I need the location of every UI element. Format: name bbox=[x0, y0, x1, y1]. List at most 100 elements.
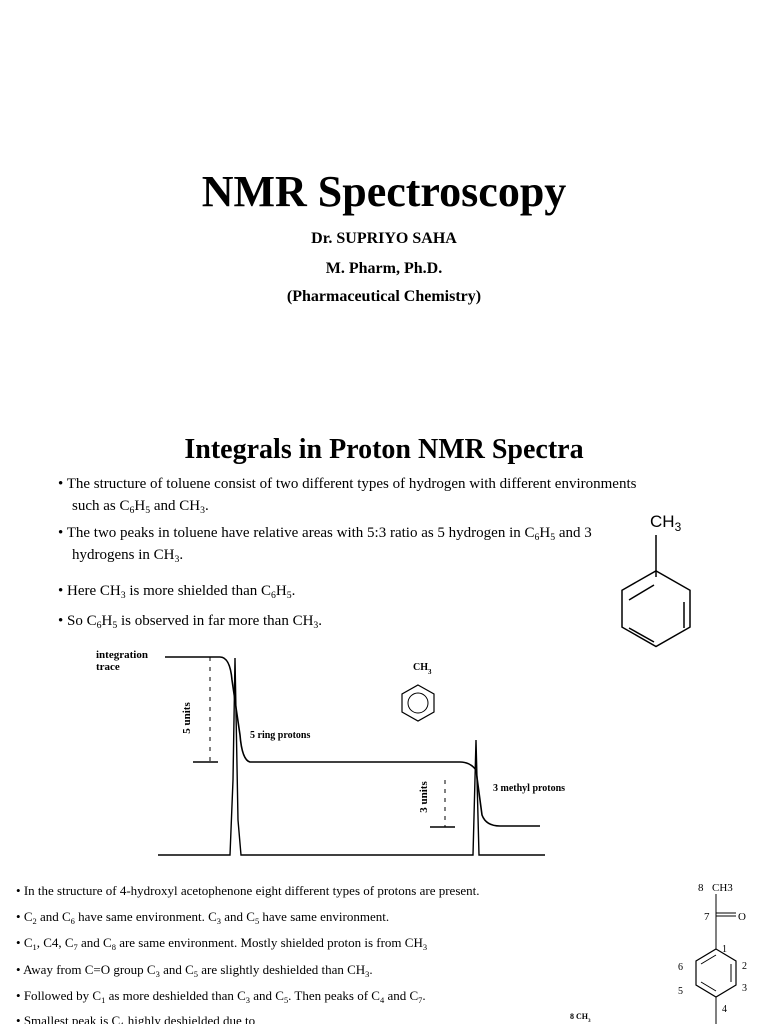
subscript: 3 bbox=[313, 620, 319, 631]
subscript: 6 bbox=[129, 505, 135, 516]
group-label: O bbox=[738, 911, 746, 923]
text-run: have same environment. C bbox=[74, 909, 217, 924]
bullet: • In the structure of 4-hydroxyl acetoph… bbox=[16, 883, 480, 898]
bullet: • Followed by C1 as more deshielded than… bbox=[16, 988, 426, 1005]
subscript: 2 bbox=[32, 916, 37, 926]
trace-label: trace bbox=[96, 661, 120, 673]
units-label: 3 units bbox=[418, 781, 430, 813]
text-run: CH bbox=[413, 662, 428, 673]
atom-number: 3 bbox=[742, 983, 747, 994]
subscript: 3 bbox=[245, 995, 250, 1005]
text-run: is observed in far more than CH bbox=[117, 613, 314, 629]
subscript: 3 bbox=[588, 1018, 591, 1024]
subscript: 5 bbox=[286, 590, 292, 601]
subscript: 6 bbox=[70, 916, 75, 926]
subscript: 3 bbox=[155, 969, 160, 979]
text-run: CH bbox=[650, 512, 675, 531]
author-line: Dr. SUPRIYO SAHA bbox=[311, 230, 457, 247]
text-run: and CH bbox=[150, 498, 201, 514]
text-run: and C bbox=[77, 935, 112, 950]
text-run: H bbox=[275, 583, 287, 599]
text-run: . bbox=[179, 547, 184, 563]
atom-number: 8 bbox=[698, 882, 704, 894]
atom-number: 5 bbox=[678, 986, 683, 997]
subscript: 5 bbox=[283, 995, 289, 1005]
text-run: as more deshielded than C bbox=[105, 988, 246, 1003]
text-run: and 3 hydrogens in CH bbox=[72, 525, 592, 563]
text-run: and C bbox=[159, 962, 194, 977]
text-run: have same environment. bbox=[259, 909, 390, 924]
subscript: 3 bbox=[365, 969, 370, 979]
subscript: 3 bbox=[422, 942, 428, 952]
bullet: • The two peaks in toluene have relative… bbox=[58, 525, 592, 565]
subscript: 3 bbox=[675, 520, 682, 534]
subscript: 4 bbox=[379, 995, 385, 1005]
text-run: The two peaks in toluene have relative a… bbox=[66, 525, 535, 541]
subscript: 6 bbox=[96, 620, 102, 631]
text-run: Away from C=O group C bbox=[23, 962, 156, 977]
subscript: 7 bbox=[73, 942, 78, 952]
partial-label: 8 CH3 bbox=[570, 1012, 591, 1024]
text-run: . bbox=[422, 988, 426, 1003]
nmr-spectrum-figure: integration trace 5 units 5 ring protons … bbox=[96, 649, 565, 856]
text-run: . bbox=[291, 583, 296, 599]
text-run: highly deshielded due to bbox=[124, 1013, 256, 1024]
text-run: and C bbox=[384, 988, 419, 1003]
acetophenone-structure: 8 CH3 7 O 1 2 3 4 5 6 bbox=[678, 882, 747, 1024]
author-line: M. Pharm, Ph.D. bbox=[325, 260, 443, 277]
subscript: 8 bbox=[111, 942, 116, 952]
toluene-structure: CH3 bbox=[621, 512, 691, 648]
bullet: • Here CH3 is more shielded than C6H5. bbox=[58, 583, 296, 601]
text-run: Smallest peak is C bbox=[23, 1013, 121, 1024]
text-run: and C bbox=[36, 909, 71, 924]
subscript: 3 bbox=[200, 505, 205, 516]
text-run: . Then peaks of C bbox=[288, 988, 380, 1003]
text-run: . bbox=[369, 962, 373, 977]
trace-label: integration bbox=[96, 649, 148, 661]
subscript: 1 bbox=[120, 1020, 124, 1024]
text-run: H bbox=[134, 498, 146, 514]
subscript: 3 bbox=[174, 554, 180, 565]
text-run: is more shielded than C bbox=[125, 583, 272, 599]
atom-number: 4 bbox=[722, 1004, 727, 1015]
bullet: • So C6H5 is observed in far more than C… bbox=[58, 613, 323, 631]
text-run: H bbox=[101, 613, 113, 629]
subscript: 3 bbox=[428, 668, 432, 676]
bullet: • C2 and C6 have same environment. C3 an… bbox=[16, 909, 390, 926]
bullet: • The structure of toluene consist of tw… bbox=[58, 476, 637, 516]
subscript: 3 bbox=[120, 590, 126, 601]
text-run: are same environment. Mostly shielded pr… bbox=[115, 935, 423, 950]
text-run: . bbox=[204, 498, 209, 514]
atom-number: 2 bbox=[742, 961, 747, 972]
text-run: So C bbox=[67, 613, 97, 629]
peak-label: 5 ring protons bbox=[250, 730, 310, 741]
text-run: C bbox=[23, 935, 33, 950]
atom-number: 1 bbox=[722, 944, 727, 955]
group-label: CH3 bbox=[712, 882, 733, 894]
trace-label: integration trace bbox=[96, 649, 148, 673]
text-run: In the structure of 4-hydroxyl acetophen… bbox=[23, 883, 480, 898]
atom-number: 6 bbox=[678, 962, 683, 973]
subscript: 3 bbox=[216, 916, 221, 926]
text-run: Followed by C bbox=[23, 988, 102, 1003]
subscript: 7 bbox=[418, 995, 423, 1005]
text-run: 8 CH bbox=[570, 1012, 588, 1021]
text-run: H bbox=[539, 525, 551, 541]
bullet: • Smallest peak is C1 highly deshielded … bbox=[16, 1012, 630, 1024]
text-run: C bbox=[23, 909, 33, 924]
structure-label: CH3 bbox=[413, 662, 432, 676]
peak-label: 3 methyl protons bbox=[493, 783, 565, 794]
text-run: Here CH bbox=[67, 583, 121, 599]
text-run: , C4, C bbox=[36, 935, 74, 950]
subscript: 5 bbox=[254, 916, 260, 926]
bullet: • Away from C=O group C3 and C5 are slig… bbox=[16, 962, 373, 979]
subscript: 5 bbox=[193, 969, 198, 979]
text-run: are slightly deshielded than CH bbox=[198, 962, 366, 977]
text-run: . bbox=[318, 613, 323, 629]
subscript: 5 bbox=[550, 532, 556, 543]
units-label: 5 units bbox=[181, 702, 193, 734]
section-heading: Integrals in Proton NMR Spectra bbox=[184, 434, 584, 465]
text-run: and C bbox=[220, 909, 255, 924]
title: NMR Spectroscopy bbox=[201, 167, 567, 216]
